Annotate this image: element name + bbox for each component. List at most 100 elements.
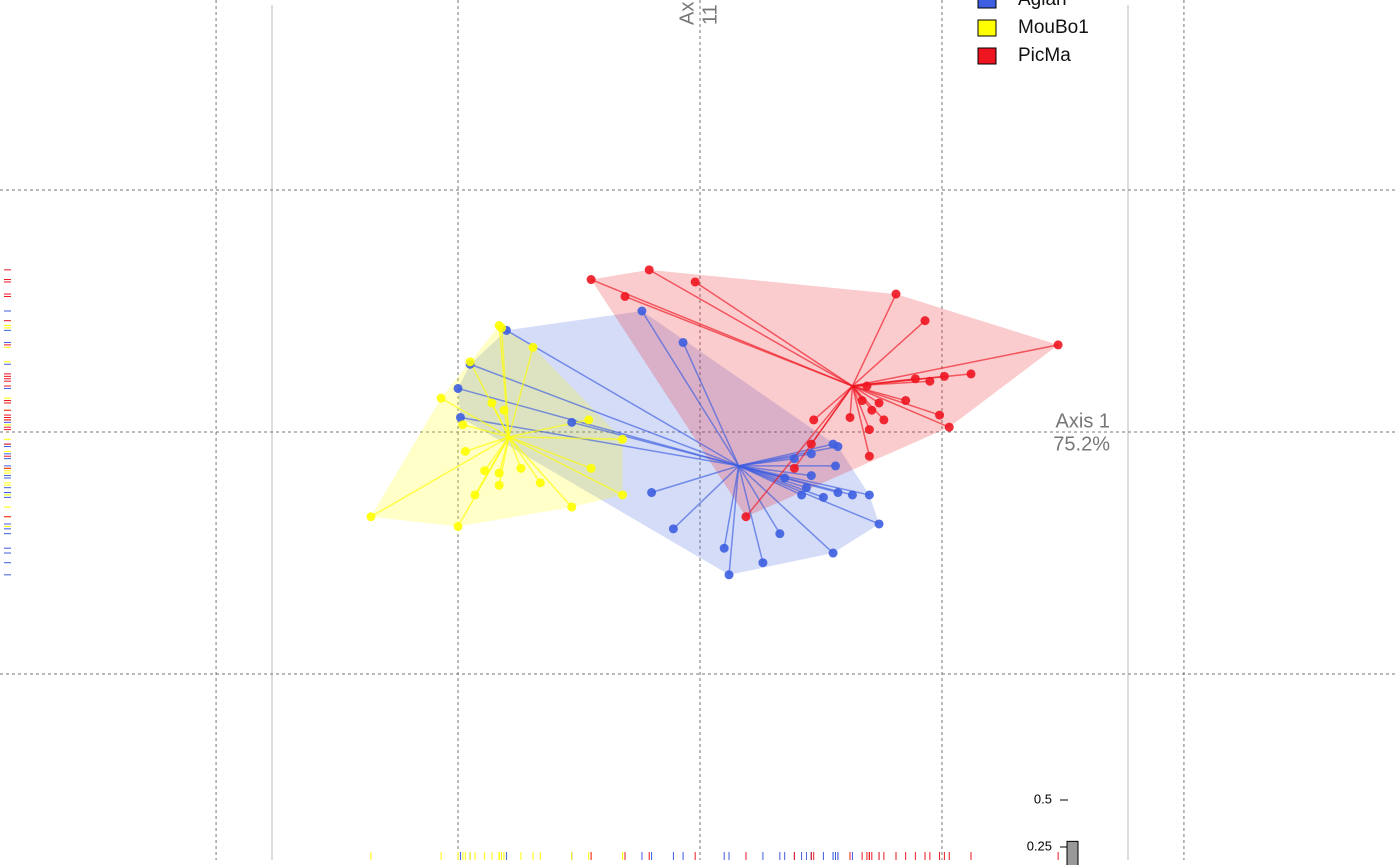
point: [620, 291, 630, 301]
spoke: [465, 436, 510, 453]
point: [724, 570, 734, 580]
point: [535, 478, 545, 488]
spoke: [506, 329, 740, 467]
spoke: [571, 421, 739, 467]
spoke: [737, 465, 764, 563]
legend-swatch: [977, 0, 997, 9]
spoke: [738, 465, 802, 496]
point: [806, 439, 816, 449]
point: [801, 483, 811, 493]
point: [487, 398, 497, 408]
point: [833, 488, 843, 498]
point: [586, 275, 596, 285]
inset-bar: [1066, 840, 1079, 865]
point: [874, 519, 884, 529]
spoke: [508, 436, 623, 441]
spoke: [474, 436, 510, 496]
point: [818, 492, 828, 502]
point: [830, 461, 840, 471]
group-hull: [370, 325, 623, 527]
point: [920, 316, 930, 326]
point: [864, 451, 874, 461]
point: [891, 289, 901, 299]
spoke: [500, 327, 510, 437]
point: [366, 512, 376, 522]
spoke: [508, 436, 623, 496]
spoke: [370, 436, 510, 518]
point: [719, 543, 729, 553]
point: [806, 471, 816, 481]
point: [637, 306, 647, 316]
spoke: [723, 465, 740, 549]
spoke: [745, 385, 854, 518]
point: [567, 502, 577, 512]
spoke: [738, 465, 880, 525]
spoke: [508, 436, 541, 484]
inset-tick-label: 0.25: [1027, 838, 1052, 853]
point: [864, 490, 874, 500]
point: [586, 463, 596, 473]
inset-tick-label: 0.5: [1034, 791, 1052, 806]
spoke: [682, 342, 740, 467]
point: [453, 521, 463, 531]
point: [436, 393, 446, 403]
point: [618, 490, 628, 500]
spoke: [852, 385, 940, 416]
point: [567, 417, 577, 427]
spoke: [651, 465, 739, 494]
spoke: [851, 385, 871, 430]
x-axis-label: 75.2%: [1053, 433, 1110, 455]
point: [780, 473, 790, 483]
point: [499, 405, 509, 415]
point: [644, 265, 654, 275]
spoke: [508, 436, 592, 470]
spoke: [462, 424, 510, 438]
y-axis-label: 11: [699, 4, 721, 25]
point: [925, 376, 935, 386]
point: [935, 410, 945, 420]
x-axis-label: Axis 1: [1056, 410, 1110, 432]
spoke: [851, 293, 897, 387]
point: [901, 396, 911, 406]
point: [516, 463, 526, 473]
spoke: [738, 465, 834, 554]
point: [618, 434, 628, 444]
spoke: [851, 320, 926, 387]
point: [966, 369, 976, 379]
point: [775, 529, 785, 539]
point: [939, 371, 949, 381]
point: [789, 454, 799, 464]
spoke: [738, 465, 807, 489]
spoke: [672, 465, 740, 530]
point: [528, 342, 538, 352]
point: [910, 374, 920, 384]
spoke: [851, 385, 871, 457]
spoke: [508, 436, 573, 508]
point: [864, 425, 874, 435]
point: [857, 396, 867, 406]
point: [458, 420, 468, 430]
point: [845, 412, 855, 422]
point: [758, 558, 768, 568]
legend-swatch: [977, 47, 997, 65]
spoke: [728, 465, 740, 575]
spoke: [498, 436, 510, 474]
point: [668, 524, 678, 534]
point: [494, 468, 504, 478]
point: [833, 442, 843, 452]
spoke: [738, 465, 812, 477]
point: [678, 337, 688, 347]
spoke: [738, 453, 812, 467]
point: [690, 277, 700, 287]
point: [455, 412, 465, 422]
point: [789, 463, 799, 473]
spoke: [852, 385, 950, 428]
point: [944, 422, 954, 432]
spoke: [503, 410, 510, 437]
point: [879, 415, 889, 425]
spoke: [648, 269, 853, 387]
spoke: [852, 344, 1059, 387]
spoke: [793, 385, 854, 469]
spoke: [624, 295, 853, 387]
point: [809, 415, 819, 425]
